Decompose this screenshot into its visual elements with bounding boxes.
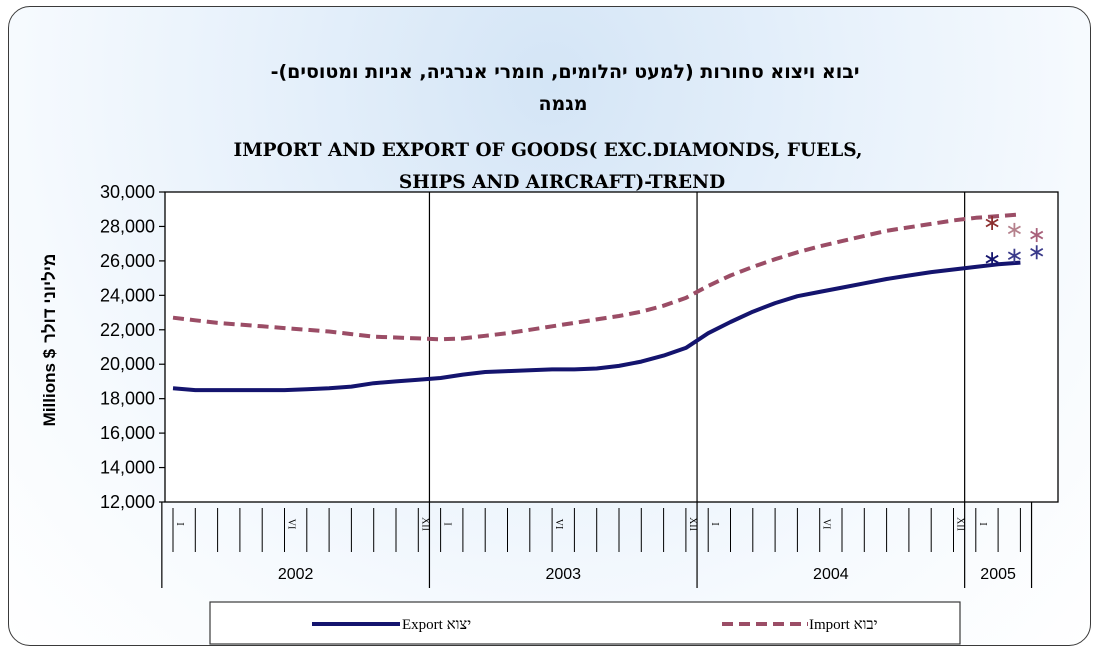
- legend-export-label: Export יצוא: [402, 617, 471, 633]
- month-marker-label: VI: [821, 519, 832, 530]
- month-marker-label: I: [174, 522, 185, 525]
- y-tick-label: 28,000: [100, 216, 155, 236]
- month-marker-label: XII: [955, 517, 966, 531]
- month-marker-label: I: [977, 522, 988, 525]
- legend: Export יצוא Import יבוא: [209, 601, 961, 645]
- y-axis-label-english: Millions $: [40, 348, 59, 426]
- y-tick-label: 22,000: [100, 320, 155, 340]
- y-tick-label: 24,000: [100, 285, 155, 305]
- y-tick-label: 18,000: [100, 389, 155, 409]
- plot-frame: [164, 191, 1059, 503]
- legend-import-label: Import יבוא: [809, 617, 878, 633]
- year-label: 2003: [545, 566, 581, 583]
- year-label: 2005: [980, 566, 1016, 583]
- y-axis-label-hebrew: מיליוני דולר: [40, 254, 59, 343]
- export-forecast-marker: [1007, 248, 1021, 263]
- chart-title-english-line1: IMPORT AND EXPORT OF GOODS( EXC.DIAMONDS…: [234, 140, 863, 161]
- chart-title-hebrew-line2: מגמה: [538, 93, 587, 115]
- month-marker-label: XII: [687, 517, 698, 531]
- import-forecast-marker: [985, 216, 999, 230]
- y-tick-label: 20,000: [100, 354, 155, 374]
- export-forecast-marker: [985, 252, 999, 267]
- y-tick-label: 16,000: [100, 423, 155, 443]
- export-forecast-marker: [1030, 245, 1044, 260]
- month-marker-label: XII: [419, 517, 430, 531]
- plot-area: 12,000 14,000 16,000 18,000 20,000 22,000 24,0…: [100, 182, 1059, 588]
- import-forecast-marker: [1030, 228, 1044, 243]
- month-marker-label: VI: [553, 519, 564, 530]
- month-marker-label: I: [442, 522, 453, 525]
- y-tick-label: 14,000: [100, 458, 155, 478]
- y-axis-label: Millions $ מיליוני דולר: [40, 254, 59, 427]
- y-tick-label: 12,000: [100, 492, 155, 512]
- chart-title-hebrew-line1: יבוא ויצוא סחורות (למעט יהלומים, חומרי א…: [271, 61, 860, 83]
- month-marker-label: VI: [286, 519, 297, 530]
- chart-title-english-line2: SHIPS AND AIRCRAFT)-TREND: [399, 172, 725, 193]
- export-line: [172, 260, 1021, 393]
- year-label: 2002: [278, 566, 314, 583]
- import-forecast-marker: [1007, 222, 1021, 237]
- year-label: 2004: [813, 566, 849, 583]
- y-tick-label: 26,000: [100, 251, 155, 271]
- y-tick-label: 30,000: [100, 182, 155, 202]
- import-line: [172, 212, 1021, 342]
- month-marker-label: I: [709, 522, 720, 525]
